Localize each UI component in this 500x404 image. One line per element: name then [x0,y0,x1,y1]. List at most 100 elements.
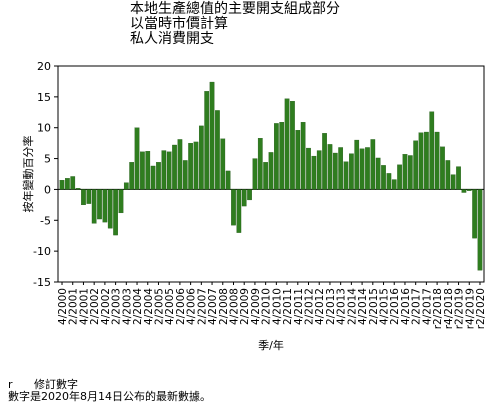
bar [150,165,156,190]
x-tick-label: 2/2008 [218,288,230,325]
bar [402,154,408,190]
bar [188,142,193,190]
x-tick-label: 2/2003 [111,288,123,325]
y-tick-label: -5 [40,214,51,227]
bar [311,155,317,190]
bar [268,152,274,190]
x-tick-label: r2/2019 [454,288,466,329]
bar [263,162,268,190]
bar [161,150,167,190]
bar [75,188,81,190]
chart-title-line-1: 本地生產總值的主要開支組成部分 [130,1,340,17]
x-tick-label: 2/2005 [153,288,165,325]
x-tick-label: 2/2001 [68,288,80,325]
bar [177,139,183,190]
x-tick-label: 4/2002 [100,288,112,325]
bar [279,122,285,190]
bar [434,131,440,190]
bar [477,189,483,271]
bar [193,141,199,190]
x-tick-label: 2/2013 [325,288,337,325]
bar [129,162,135,190]
bar [225,170,231,190]
bar [424,131,429,190]
bar [59,180,65,190]
x-tick-label: 2/2006 [175,288,187,325]
bar [172,144,177,190]
bar [461,189,467,193]
bar [247,189,252,201]
x-tick-label: r2/2020 [475,288,487,329]
bar [456,166,461,190]
bar [445,160,451,190]
bar [257,138,263,190]
x-tick-label: 4/2016 [400,288,412,325]
bar [107,189,113,229]
x-tick-label: 2/2010 [261,288,273,325]
y-tick-label: 20 [37,60,51,73]
bar [295,130,301,190]
x-tick-label: 2/2002 [89,288,101,325]
y-tick-label: 15 [37,91,51,104]
x-tick-label: 2/2017 [411,288,423,325]
bar [407,155,413,190]
bar [209,81,215,190]
plot-frame [57,65,485,283]
bar [102,189,108,223]
x-tick-label: 4/2007 [207,288,219,325]
bar [365,147,370,190]
bar [70,176,76,190]
x-tick-label: r2/2018 [432,288,444,329]
bar [182,160,188,190]
x-tick-label: 4/2004 [143,288,155,325]
bar [332,152,338,190]
bar [123,182,129,190]
bar [391,179,397,190]
revised-footnote: r 修訂數字 [8,376,78,392]
revised-text: 修訂數字 [34,378,78,391]
x-tick-label: 2/2011 [282,288,294,325]
bar [97,189,102,220]
release-note: 數字是2020年8月14日公布的最新數據。 [8,390,211,403]
x-tick-label: 2/2014 [346,288,358,325]
bar [418,132,424,190]
bar [113,189,118,236]
bar [236,189,242,233]
y-axis-label: 按年變動百分率 [21,136,35,213]
x-tick-label: 2/2012 [304,288,316,325]
bar [466,189,472,191]
bar [370,139,376,190]
y-tick-labels: 20 15 10 5 0 -5 -10 -15 [33,60,51,289]
bar-series [59,81,483,271]
bar [397,164,402,190]
x-tick-labels: 4/20002/20014/20012/20024/20022/20034/20… [57,288,487,330]
bar [215,110,220,190]
bar [354,139,360,190]
x-tick-label: 2/2004 [132,288,144,325]
x-tick-label: 4/2015 [379,288,391,325]
chart-title-line-2: 以當時市價計算 [130,16,228,32]
bar [252,158,258,190]
x-axis-label: 季/年 [258,338,284,352]
bar [166,151,172,190]
bar [316,150,322,190]
revised-symbol: r [8,378,13,391]
bar [140,151,145,190]
x-tick-label: r4/2018 [443,288,455,329]
bar [145,151,151,190]
y-tick-label: 10 [37,122,51,135]
bar [156,162,161,190]
y-tick-label: -15 [33,276,51,289]
x-tick-label: 4/2011 [293,288,305,325]
y-tick-label: -10 [33,245,51,258]
x-tick-label: 4/2014 [357,288,369,325]
bar [450,174,456,190]
bar [81,189,86,206]
bar [274,123,279,190]
bar [429,111,435,190]
bar [306,147,311,190]
x-tick-label: 4/2017 [421,288,433,325]
bar [338,147,344,190]
bar [381,165,386,190]
